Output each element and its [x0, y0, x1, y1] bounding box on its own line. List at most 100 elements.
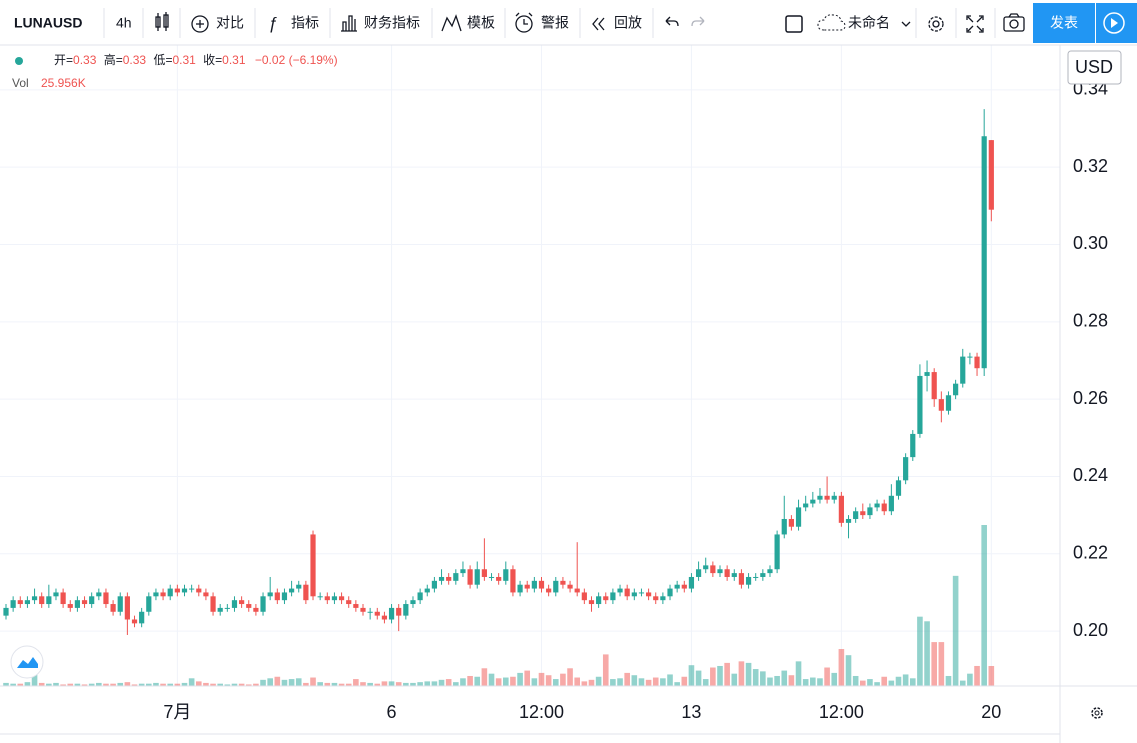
candle-body	[446, 576, 452, 581]
volume-bar	[274, 676, 281, 686]
undo-button[interactable]	[665, 16, 679, 27]
candle-body	[610, 592, 616, 601]
volume-bar	[567, 668, 573, 686]
snapshot-button[interactable]	[1003, 13, 1025, 32]
volume-bar	[781, 670, 788, 686]
financials-icon[interactable]	[341, 15, 357, 32]
legend-value: 0.31	[172, 53, 196, 67]
play-icon	[1103, 12, 1125, 34]
volume-bar	[117, 682, 124, 686]
templates-icon[interactable]	[441, 14, 462, 32]
volume-bar	[595, 676, 602, 686]
volume-bar	[146, 683, 152, 686]
indicators-label[interactable]: 指标	[291, 15, 319, 31]
cloud-icon[interactable]	[817, 14, 846, 31]
volume-bar	[467, 675, 473, 686]
volume-bar	[295, 678, 302, 686]
candle-body	[960, 356, 966, 384]
candle-body	[967, 356, 973, 358]
compare-button[interactable]	[191, 15, 209, 33]
candle-body	[710, 565, 716, 574]
candle-body	[503, 569, 509, 581]
candle-body	[945, 395, 952, 411]
candle-body	[289, 588, 295, 593]
candle-body	[281, 592, 288, 601]
candle-body	[603, 596, 609, 601]
volume-bar	[752, 669, 759, 686]
volume-bar	[702, 679, 709, 686]
compare-label[interactable]: 对比	[216, 15, 244, 31]
publish-label[interactable]: 发表	[1050, 15, 1078, 31]
chart-style-button[interactable]	[155, 12, 169, 31]
volume-bar	[431, 681, 438, 686]
candle-body	[496, 576, 502, 581]
candle-body	[974, 356, 980, 369]
replay-label[interactable]: 回放	[614, 15, 642, 31]
volume-bar	[988, 666, 995, 686]
currency-label[interactable]: USD	[1075, 57, 1113, 77]
volume-bar	[945, 675, 952, 686]
templates-label[interactable]: 模板	[467, 15, 495, 31]
legend-label: 高=	[104, 52, 123, 67]
volume-bar	[374, 683, 381, 686]
volume-bar	[345, 683, 352, 686]
volume-bar	[174, 683, 181, 686]
fx-icon[interactable]: ƒ	[268, 13, 277, 32]
y-tick-label: 0.20	[1073, 620, 1108, 640]
volume-bar	[931, 642, 937, 686]
financials-label[interactable]: 财务指标	[364, 15, 420, 31]
x-tick-label: 7月	[163, 702, 191, 722]
legend-dot	[15, 57, 23, 65]
volume-bar	[909, 678, 916, 686]
candle-body	[210, 596, 216, 612]
tradingview-logo[interactable]	[10, 645, 44, 679]
alert-icon[interactable]	[515, 12, 533, 33]
volume-bar	[738, 661, 745, 686]
volume-bar	[181, 682, 188, 686]
legend-change: −0.02 (−6.19%)	[255, 53, 338, 67]
volume-bar	[131, 684, 138, 686]
candle-body	[103, 592, 109, 605]
candle-body	[260, 596, 266, 612]
symbol[interactable]: LUNAUSD	[14, 15, 82, 31]
alert-label[interactable]: 警报	[541, 15, 569, 31]
layout-toggle[interactable]	[785, 15, 803, 33]
interval[interactable]: 4h	[116, 15, 132, 31]
volume-bar	[710, 667, 716, 686]
candle-body	[424, 588, 430, 593]
publish-button[interactable]	[1033, 3, 1095, 43]
replay-icon[interactable]	[592, 17, 605, 31]
y-tick-label: 0.32	[1073, 156, 1108, 176]
volume-bar	[974, 665, 980, 686]
fullscreen-button[interactable]	[966, 15, 984, 33]
volume-bar	[217, 683, 223, 686]
candle-body	[517, 584, 523, 593]
volume-bar	[524, 670, 531, 686]
candle-body	[688, 576, 695, 589]
volume-bar	[153, 682, 159, 686]
currency-box[interactable]	[1067, 50, 1122, 85]
candle-body	[981, 136, 987, 369]
scale-settings[interactable]	[1091, 707, 1103, 719]
candle-body	[931, 372, 937, 400]
volume-bar	[253, 683, 259, 686]
layout-dropdown[interactable]	[901, 21, 911, 27]
candle-body	[246, 604, 252, 608]
candle-body	[681, 584, 687, 589]
candle-body	[239, 600, 245, 605]
candle-body	[438, 576, 445, 581]
x-tick-label: 20	[981, 702, 1001, 722]
candle-body	[988, 140, 994, 210]
volume-bar	[74, 683, 81, 686]
volume-bar	[645, 679, 652, 686]
candle-body	[60, 592, 66, 605]
candle-body	[810, 499, 816, 504]
volume-bar	[303, 682, 309, 686]
candle-body	[674, 584, 680, 589]
candle-body	[888, 495, 894, 512]
redo-button[interactable]	[691, 16, 705, 27]
layout-name[interactable]: 未命名	[848, 15, 890, 31]
candle-body	[903, 457, 909, 481]
volume-bar	[602, 654, 609, 686]
settings-button[interactable]	[928, 16, 944, 32]
